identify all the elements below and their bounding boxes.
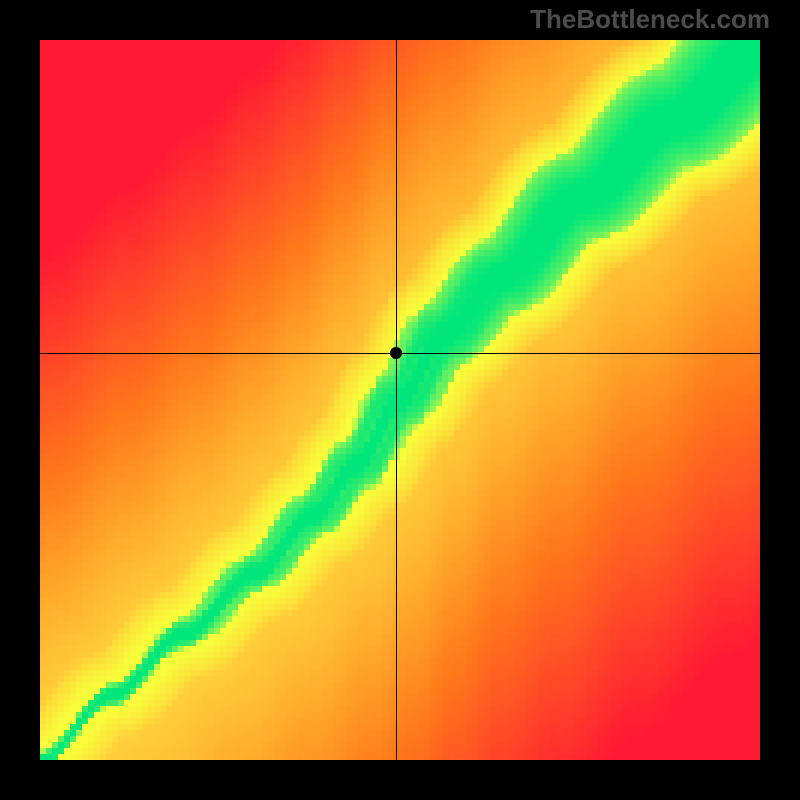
watermark-text: TheBottleneck.com — [530, 4, 770, 35]
chart-container: { "watermark": { "text": "TheBottleneck.… — [0, 0, 800, 800]
crosshair-vertical — [396, 40, 397, 760]
heatmap-canvas — [40, 40, 760, 760]
